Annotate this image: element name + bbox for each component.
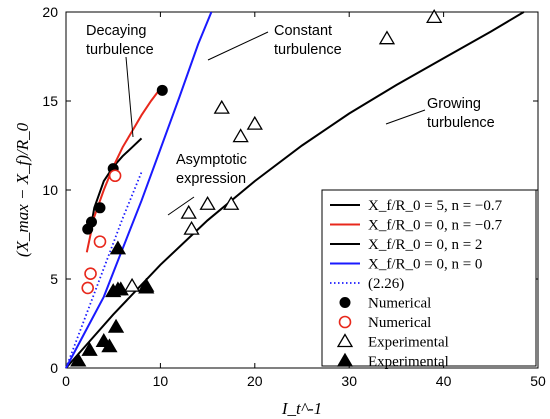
annotation-line: Constant xyxy=(274,23,332,39)
legend-label: Numerical xyxy=(368,296,431,312)
x-tick-label: 30 xyxy=(341,373,357,389)
annotation-line: turbulence xyxy=(427,115,495,131)
data-point xyxy=(123,277,141,292)
data-point xyxy=(199,195,216,210)
x-tick-label: 20 xyxy=(247,373,263,389)
data-point xyxy=(213,99,230,114)
series-markers xyxy=(70,9,443,367)
data-point xyxy=(246,115,263,130)
x-axis-label: I_t^-1 xyxy=(281,399,322,418)
data-point xyxy=(232,128,249,143)
series-line-3 xyxy=(65,11,213,369)
data-point xyxy=(223,195,240,210)
data-point xyxy=(70,352,87,367)
legend-swatch xyxy=(339,297,351,308)
annotation-leader xyxy=(207,31,269,61)
x-tick-label: 50 xyxy=(530,373,546,389)
data-point xyxy=(156,84,168,96)
y-tick-label: 15 xyxy=(42,93,58,109)
data-point xyxy=(81,341,98,356)
legend-label: X_f/R_0 = 0, n = 0 xyxy=(368,257,482,273)
legend-swatch xyxy=(338,315,352,329)
annotation-line: Asymptotic xyxy=(176,152,247,168)
annotation-leader xyxy=(385,109,426,125)
annotation-line: Decaying xyxy=(86,23,146,39)
legend-label: Experimental xyxy=(368,354,449,370)
x-tick-label: 40 xyxy=(436,373,452,389)
data-point xyxy=(109,240,127,255)
annotation-line: turbulence xyxy=(86,42,154,58)
data-point xyxy=(183,220,200,235)
y-axis-label: (X_max − X_f)/R_0 xyxy=(13,122,32,257)
legend-swatch xyxy=(336,352,354,367)
annotation-line: turbulence xyxy=(274,42,342,58)
annotation-line: Growing xyxy=(427,96,481,112)
data-point xyxy=(94,202,106,214)
axis-labels: I_t^-1 (X_max − X_f)/R_0 xyxy=(13,122,322,418)
series-line-4 xyxy=(65,171,143,369)
legend-label: (2.26) xyxy=(368,276,404,292)
data-point xyxy=(93,235,107,248)
annotation: Growing turbulence xyxy=(427,96,495,131)
x-tick-label: 10 xyxy=(153,373,169,389)
annotation: Asymptotic expression xyxy=(176,152,247,187)
data-point xyxy=(85,216,97,228)
data-point xyxy=(107,318,125,333)
annotation: Constant turbulence xyxy=(274,23,342,58)
data-point xyxy=(378,30,396,45)
y-tick-label: 0 xyxy=(50,360,58,376)
data-point xyxy=(108,169,122,183)
annotations: Decaying turbulence Constant turbulence Asym… xyxy=(86,23,495,216)
series-line-2 xyxy=(65,11,525,369)
legend-label: Numerical xyxy=(368,315,431,331)
legend-label: X_f/R_0 = 0, n = 2 xyxy=(368,237,482,253)
legend-label: X_f/R_0 = 5, n = −0.7 xyxy=(368,198,503,214)
legend-label: X_f/R_0 = 0, n = −0.7 xyxy=(368,218,503,234)
legend: X_f/R_0 = 5, n = −0.7 X_f/R_0 = 0, n = −0… xyxy=(321,189,537,370)
data-point xyxy=(112,281,129,296)
annotation-leader xyxy=(167,196,195,216)
data-point xyxy=(81,281,95,295)
data-point xyxy=(84,267,97,280)
axis-ticks: 0 10 20 30 40 50 0 5 10 15 20 xyxy=(42,4,546,389)
data-point xyxy=(180,204,197,219)
x-tick-label: 0 xyxy=(62,373,70,389)
data-point xyxy=(426,9,443,23)
annotation: Decaying turbulence xyxy=(86,23,154,58)
legend-label: Experimental xyxy=(368,335,449,351)
series-line-1 xyxy=(85,87,162,253)
y-tick-label: 10 xyxy=(42,182,58,198)
annotation-line: expression xyxy=(176,171,246,187)
data-point xyxy=(101,338,118,353)
y-tick-label: 5 xyxy=(50,271,58,287)
annotation-leader xyxy=(125,56,134,138)
data-point xyxy=(138,279,155,294)
y-tick-label: 20 xyxy=(42,4,58,20)
legend-box xyxy=(321,189,537,367)
legend-swatch xyxy=(336,333,354,348)
